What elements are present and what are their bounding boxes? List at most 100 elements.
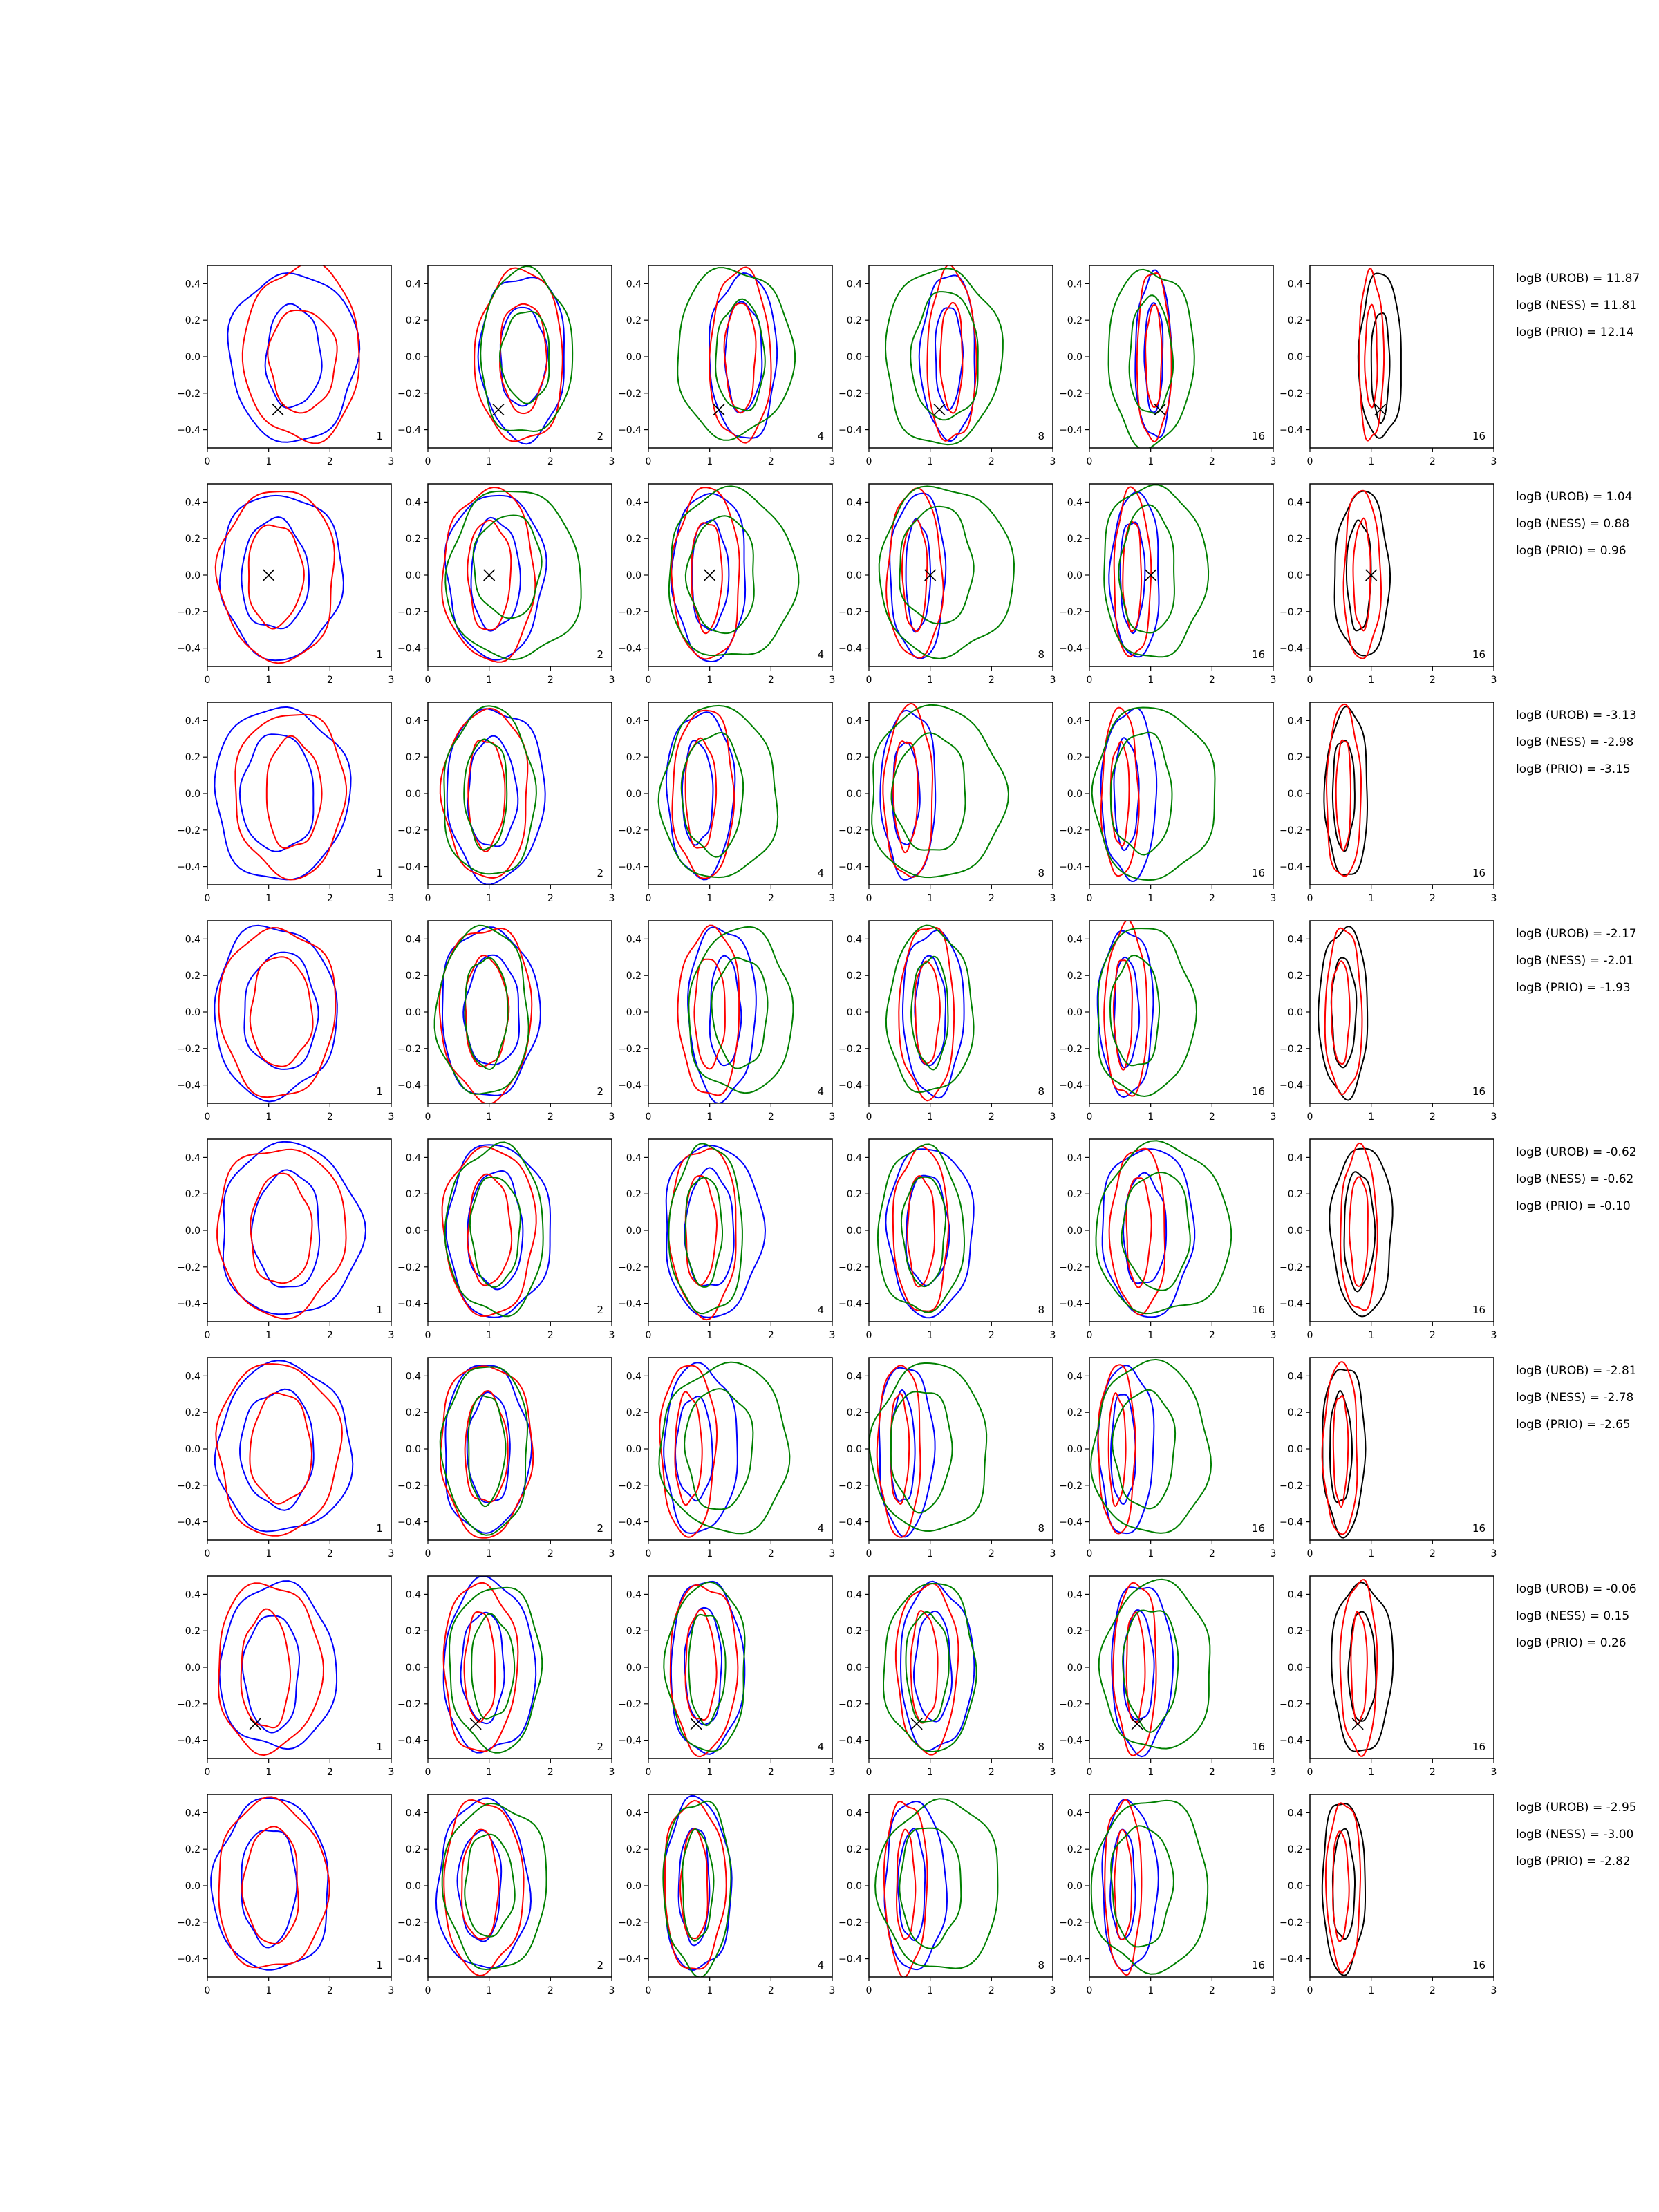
panel-r5-c5: 0 1 2 3 0.4 0.2 0.0 −0.2 −0.4 16 xyxy=(1059,1138,1276,1341)
contour-red xyxy=(693,958,726,1070)
contour-blue xyxy=(250,1169,321,1288)
y-tick-label: 0.2 xyxy=(185,1626,200,1637)
x-tick-label: 1 xyxy=(927,1330,933,1341)
contour-black xyxy=(1343,1171,1376,1293)
x-tick-label: 2 xyxy=(768,675,774,686)
panel-r1-c3: 0 1 2 3 0.4 0.2 0.0 −0.2 −0.4 4 xyxy=(618,265,835,467)
contour-red xyxy=(438,928,533,1103)
panel-count-label: 8 xyxy=(1038,1522,1044,1535)
x-tick-label: 1 xyxy=(927,1548,933,1559)
panel-r2-c5: 0 1 2 3 0.4 0.2 0.0 −0.2 −0.4 16 xyxy=(1059,483,1276,686)
contour-green xyxy=(682,1828,715,1942)
x-tick-label: 3 xyxy=(1491,1548,1497,1559)
x-tick-label: 3 xyxy=(388,893,395,904)
panel-r4-c1: 0 1 2 3 0.4 0.2 0.0 −0.2 −0.4 1 xyxy=(177,920,394,1123)
contour-green xyxy=(874,1798,999,1969)
y-tick-label: 0.2 xyxy=(1067,1844,1082,1855)
contour-blue xyxy=(1113,737,1140,852)
contour-red xyxy=(1331,960,1351,1065)
y-tick-label: 0.2 xyxy=(1067,315,1082,326)
y-tick-label: −0.4 xyxy=(838,1080,862,1091)
x-tick-label: 0 xyxy=(1307,675,1313,686)
contour-green xyxy=(684,1388,754,1510)
y-tick-label: 0.2 xyxy=(626,1626,641,1637)
y-tick-label: −0.2 xyxy=(838,825,862,836)
panel-r7-c6: 0 1 2 3 0.4 0.2 0.0 −0.2 −0.4 16 xyxy=(1280,1575,1497,1778)
contour-black xyxy=(1323,706,1369,876)
x-tick-label: 2 xyxy=(988,1112,995,1123)
y-tick-label: 0.0 xyxy=(406,1662,421,1674)
contour-green xyxy=(1103,484,1210,658)
y-tick-label: 0.4 xyxy=(185,497,200,508)
x-tick-label: 1 xyxy=(927,675,933,686)
panel-row-5: 0 1 2 3 0.4 0.2 0.0 −0.2 −0.4 1 0 1 2 3 0.4 0.2 0.0 −0.2 −… xyxy=(177,1138,1637,1341)
contour-green xyxy=(480,265,574,433)
contour-green xyxy=(1090,1358,1212,1534)
contour-blue xyxy=(444,494,547,661)
y-tick-label: −0.2 xyxy=(1059,1699,1082,1710)
contour-red xyxy=(894,1582,959,1756)
contour-black xyxy=(1347,1611,1377,1722)
x-tick-label: 1 xyxy=(1368,1330,1374,1341)
contour-group xyxy=(1329,1142,1394,1318)
panel-count-label: 8 xyxy=(1038,867,1044,879)
y-tick-label: −0.2 xyxy=(397,825,421,836)
x-tick-label: 2 xyxy=(547,456,554,467)
contour-green xyxy=(472,514,543,619)
x-tick-label: 2 xyxy=(327,456,333,467)
y-tick-label: 0.0 xyxy=(847,352,862,363)
x-tick-label: 1 xyxy=(1147,675,1154,686)
logb-stat-label: logB (NESS) = -3.00 xyxy=(1516,1828,1633,1841)
contour-blue xyxy=(238,1388,315,1511)
contour-blue xyxy=(878,1367,936,1538)
contour-red xyxy=(1332,1830,1350,1942)
y-tick-label: −0.4 xyxy=(1059,1954,1082,1965)
contour-red xyxy=(671,487,740,660)
contour-group xyxy=(1321,1360,1367,1539)
y-tick-label: 0.2 xyxy=(185,534,200,545)
y-tick-label: −0.2 xyxy=(397,1044,421,1055)
x-tick-label: 2 xyxy=(1430,1985,1436,1996)
contour-green xyxy=(885,924,975,1094)
y-tick-label: −0.4 xyxy=(1280,644,1303,655)
panel-count-label: 16 xyxy=(1472,1085,1485,1098)
contour-green xyxy=(1095,1140,1232,1315)
panel-r1-c6: 0 1 2 3 0.4 0.2 0.0 −0.2 −0.4 16 xyxy=(1280,265,1497,467)
y-tick-label: 0.4 xyxy=(847,1808,862,1819)
panel-count-label: 8 xyxy=(1038,430,1044,442)
contour-green xyxy=(498,310,550,404)
y-tick-label: −0.2 xyxy=(618,1699,641,1710)
y-tick-label: 0.2 xyxy=(626,1844,641,1855)
panel-count-label: 1 xyxy=(376,648,383,661)
contour-green xyxy=(684,515,755,635)
y-tick-label: −0.2 xyxy=(1059,1262,1082,1273)
y-tick-label: −0.4 xyxy=(838,862,862,873)
contour-green xyxy=(444,490,582,661)
true-value-marker xyxy=(1154,403,1166,416)
x-tick-label: 0 xyxy=(1307,456,1313,467)
y-tick-label: 0.0 xyxy=(1067,1226,1082,1237)
contour-green xyxy=(869,1362,988,1533)
contour-green xyxy=(439,1366,529,1536)
y-tick-label: −0.4 xyxy=(838,1517,862,1528)
y-tick-label: −0.4 xyxy=(1059,425,1082,436)
panel-r1-c4: 0 1 2 3 0.4 0.2 0.0 −0.2 −0.4 8 xyxy=(838,265,1056,467)
contour-red xyxy=(443,1799,525,1977)
x-tick-label: 1 xyxy=(265,1548,272,1559)
contour-group xyxy=(677,266,796,444)
contour-blue xyxy=(210,1797,329,1971)
y-tick-label: 0.2 xyxy=(626,752,641,763)
contour-green xyxy=(471,1613,516,1720)
y-tick-label: 0.0 xyxy=(847,1881,862,1892)
x-tick-label: 3 xyxy=(609,1767,615,1778)
x-tick-label: 3 xyxy=(609,675,615,686)
y-tick-label: 0.0 xyxy=(406,1226,421,1237)
contour-red xyxy=(442,1582,519,1752)
contour-blue xyxy=(665,711,736,881)
x-tick-label: 3 xyxy=(830,893,836,904)
y-tick-label: −0.2 xyxy=(838,388,862,400)
contour-green xyxy=(677,267,796,441)
logb-stat-label: logB (UROB) = 1.04 xyxy=(1516,490,1632,504)
x-tick-label: 2 xyxy=(1430,1112,1436,1123)
logb-stat-label: logB (NESS) = 0.15 xyxy=(1516,1609,1629,1623)
